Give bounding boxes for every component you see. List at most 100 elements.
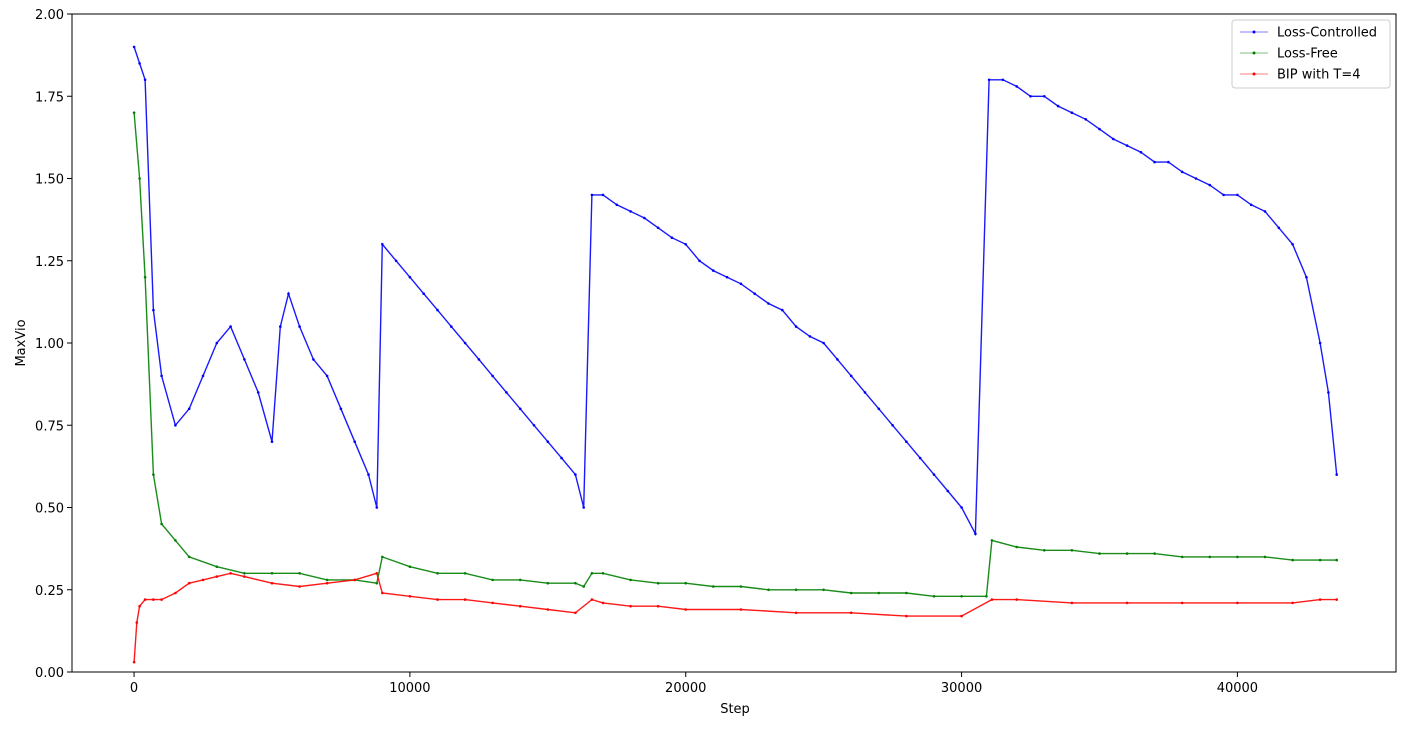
data-point-bip-with-t-4	[491, 601, 494, 605]
data-point-bip-with-t-4	[590, 598, 594, 601]
data-point-bip-with-t-4	[990, 598, 994, 601]
axes: 0 10000 20000 30000 40000 0.00 0.25 0.50 0.75 1.0…	[35, 8, 1397, 696]
data-point-loss-free	[270, 572, 274, 575]
data-point-loss-controlled	[1125, 144, 1129, 147]
data-point-loss-controlled	[905, 440, 908, 444]
data-point-loss-controlled	[794, 325, 798, 328]
data-point-loss-free	[739, 585, 743, 588]
data-point-bip-with-t-4	[1291, 601, 1294, 605]
legend-marker	[1252, 30, 1256, 34]
data-point-bip-with-t-4	[629, 604, 632, 608]
data-point-loss-free	[684, 581, 687, 585]
data-point-bip-with-t-4	[436, 598, 439, 601]
data-point-loss-controlled	[381, 243, 384, 246]
data-point-bip-with-t-4	[546, 608, 550, 611]
legend-label: BIP with T=4	[1277, 68, 1361, 83]
data-point-bip-with-t-4	[298, 585, 301, 588]
data-point-bip-with-t-4	[518, 604, 522, 608]
data-point-loss-free	[243, 572, 246, 575]
data-point-loss-controlled	[422, 292, 426, 296]
data-point-loss-free	[174, 539, 177, 542]
data-point-loss-free	[1236, 555, 1239, 559]
data-point-loss-free	[463, 572, 467, 575]
data-point-loss-controlled	[1208, 183, 1212, 187]
data-point-loss-controlled	[656, 226, 660, 230]
data-point-loss-controlled	[960, 506, 963, 509]
data-point-bip-with-t-4	[905, 614, 908, 618]
series-group	[132, 45, 1338, 664]
data-point-loss-controlled	[1001, 78, 1005, 82]
data-point-loss-controlled	[1335, 473, 1338, 476]
data-point-loss-controlled	[243, 358, 246, 361]
data-point-loss-free	[375, 581, 379, 585]
data-point-bip-with-t-4	[1318, 598, 1322, 601]
data-point-bip-with-t-4	[1180, 601, 1184, 605]
data-point-bip-with-t-4	[960, 614, 963, 618]
data-point-bip-with-t-4	[849, 611, 853, 615]
data-point-loss-free	[822, 588, 825, 592]
data-point-loss-free	[1070, 549, 1074, 552]
data-point-loss-controlled	[187, 407, 191, 411]
data-point-loss-controlled	[1222, 193, 1225, 197]
data-point-loss-free	[215, 565, 219, 568]
series-line-bip-with-t-4	[133, 572, 1337, 663]
data-point-loss-free	[298, 572, 301, 575]
data-point-loss-free	[656, 581, 660, 585]
y-tick-label: 0.50	[35, 502, 64, 517]
data-point-bip-with-t-4	[325, 581, 329, 585]
data-point-bip-with-t-4	[408, 595, 412, 598]
data-point-loss-controlled	[143, 78, 147, 82]
data-point-loss-controlled	[670, 236, 674, 239]
legend-box	[1231, 19, 1391, 89]
data-point-loss-free	[712, 585, 715, 588]
data-point-loss-controlled	[1139, 150, 1143, 154]
data-point-bip-with-t-4	[138, 604, 141, 608]
data-point-loss-controlled	[152, 308, 155, 312]
data-point-loss-controlled	[1167, 160, 1170, 164]
data-point-loss-controlled	[739, 282, 743, 286]
data-point-loss-controlled	[808, 335, 812, 338]
data-point-bip-with-t-4	[353, 578, 357, 582]
plot-area	[132, 45, 1338, 664]
data-point-loss-controlled	[463, 341, 467, 345]
data-point-loss-controlled	[325, 374, 329, 378]
data-point-loss-controlled	[450, 325, 453, 328]
data-point-loss-free	[132, 111, 136, 114]
data-point-loss-controlled	[1194, 177, 1198, 180]
data-point-loss-controlled	[1263, 210, 1267, 213]
data-point-loss-free	[160, 522, 163, 526]
y-tick-label: 1.75	[35, 90, 64, 105]
data-point-loss-controlled	[891, 424, 894, 427]
x-axis-label: Step	[720, 702, 750, 717]
data-point-loss-controlled	[849, 374, 853, 378]
data-point-bip-with-t-4	[739, 608, 743, 611]
data-point-loss-free	[518, 578, 522, 582]
data-point-loss-free	[491, 578, 494, 582]
data-point-loss-controlled	[684, 243, 687, 246]
data-point-loss-controlled	[601, 193, 605, 197]
data-point-loss-free	[849, 591, 853, 595]
data-point-loss-free	[325, 578, 329, 582]
data-point-bip-with-t-4	[270, 581, 274, 585]
data-point-loss-controlled	[339, 407, 343, 411]
data-point-loss-controlled	[491, 374, 494, 378]
data-point-loss-free	[408, 565, 412, 568]
data-point-loss-controlled	[712, 269, 715, 272]
data-point-bip-with-t-4	[187, 581, 191, 585]
data-point-loss-controlled	[574, 473, 577, 476]
data-point-loss-controlled	[987, 78, 991, 82]
data-point-loss-free	[143, 275, 147, 279]
data-point-loss-free	[960, 595, 963, 598]
data-point-loss-controlled	[974, 532, 977, 536]
data-point-loss-controlled	[1098, 127, 1101, 131]
data-point-loss-free	[1263, 555, 1267, 559]
data-point-loss-controlled	[946, 489, 950, 493]
data-point-loss-controlled	[132, 45, 136, 49]
series-line-loss-controlled	[133, 46, 1338, 537]
data-point-bip-with-t-4	[463, 598, 467, 601]
legend-label: Loss-Free	[1277, 47, 1338, 62]
data-point-loss-free	[436, 572, 439, 575]
data-point-bip-with-t-4	[174, 591, 177, 595]
data-point-loss-free	[1125, 552, 1129, 555]
